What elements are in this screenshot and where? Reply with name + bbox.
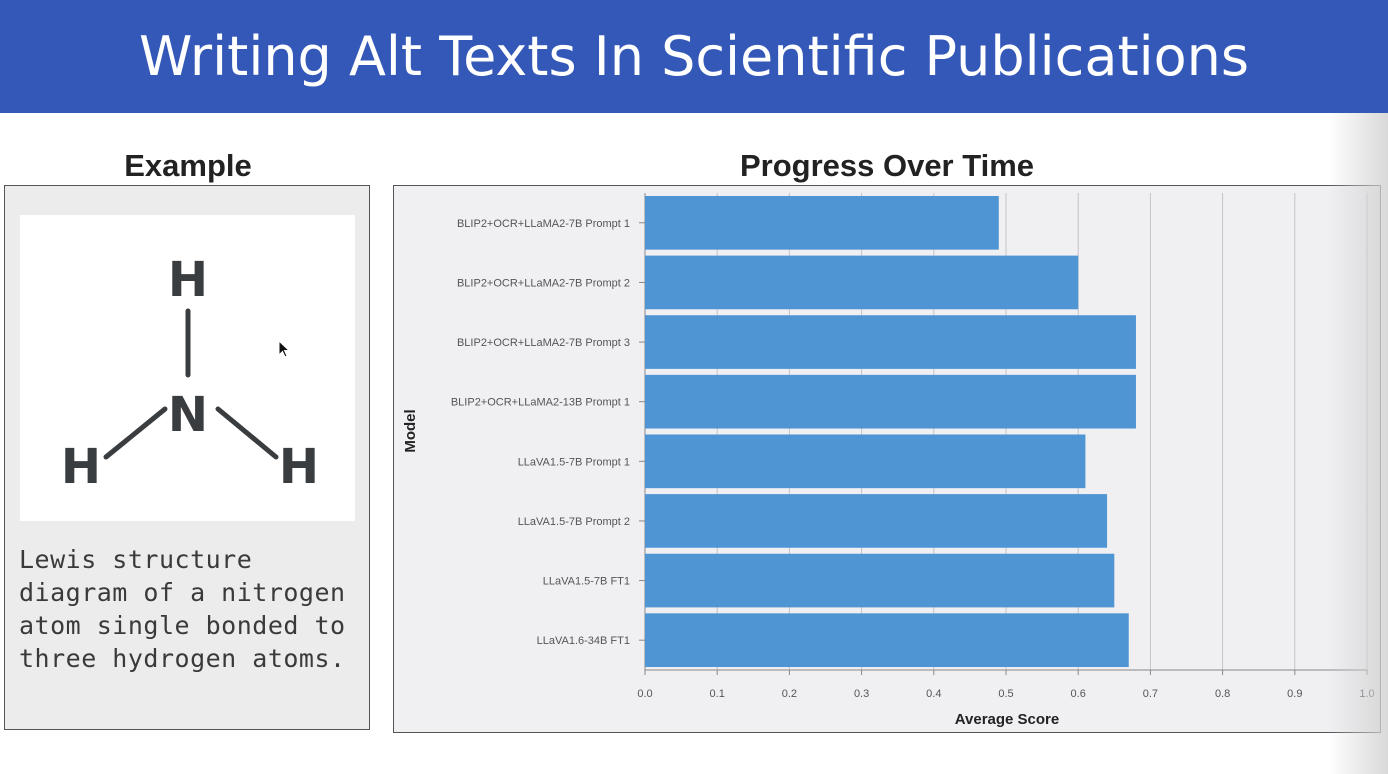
example-caption: Lewis structure diagram of a nitrogen at… [19, 545, 346, 673]
category-label: LLaVA1.6-34B FT1 [537, 635, 630, 647]
chart-panel: BLIP2+OCR+LLaMA2-7B Prompt 1 BLIP2+OCR+LL… [393, 185, 1381, 733]
slide-title: Writing Alt Texts In Scientific Publicat… [138, 25, 1250, 88]
category-label: LLaVA1.5-7B Prompt 2 [518, 516, 630, 528]
bar [645, 195, 999, 250]
example-heading: Example [124, 148, 252, 183]
bar [645, 255, 1079, 310]
x-tick-label: 0.4 [926, 688, 941, 700]
title-banner: Writing Alt Texts In Scientific Publicat… [0, 0, 1388, 113]
x-tick-label: 0.9 [1287, 688, 1302, 700]
bar [645, 494, 1108, 548]
bar [645, 374, 1136, 429]
x-tick-label: 0.1 [710, 688, 725, 700]
category-label: LLaVA1.5-7B FT1 [543, 576, 630, 588]
category-label: BLIP2+OCR+LLaMA2-7B Prompt 3 [457, 337, 630, 349]
x-tick-label: 0.3 [854, 688, 869, 700]
bond-left [103, 406, 168, 460]
category-label: BLIP2+OCR+LLaMA2-13B Prompt 1 [451, 397, 630, 409]
bar-chart: BLIP2+OCR+LLaMA2-7B Prompt 1 BLIP2+OCR+LL… [402, 193, 1375, 728]
category-label: BLIP2+OCR+LLaMA2-7B Prompt 1 [457, 218, 630, 230]
x-tick-label: 0.6 [1071, 688, 1086, 700]
category-label: BLIP2+OCR+LLaMA2-7B Prompt 2 [457, 277, 630, 289]
x-tick-label: 0.2 [782, 688, 797, 700]
bond-right [215, 406, 279, 460]
chart-heading: Progress Over Time [739, 148, 1035, 183]
x-tick-label: 1.0 [1359, 688, 1374, 700]
x-tick-label: 0.8 [1215, 688, 1230, 700]
atom-h-right: H [279, 439, 319, 495]
atom-n-center: N [168, 387, 208, 443]
x-tick-label: 0.5 [998, 688, 1013, 700]
bar [645, 553, 1115, 608]
bar [645, 613, 1129, 668]
atom-h-left: H [61, 439, 101, 495]
y-axis-title: Model [402, 409, 419, 452]
example-panel: H N H H Lewis structure diagram of a nit… [4, 185, 370, 730]
x-axis-title: Average Score [955, 711, 1060, 728]
category-label: LLaVA1.5-7B Prompt 1 [518, 456, 630, 468]
lewis-structure-diagram: H N H H [20, 215, 355, 521]
mouse-pointer-icon [278, 340, 291, 358]
x-tick-label: 0.0 [637, 688, 652, 700]
bar [645, 434, 1086, 489]
x-tick-label: 0.7 [1143, 688, 1158, 700]
atom-h-top: H [168, 252, 208, 308]
bar [645, 315, 1136, 369]
